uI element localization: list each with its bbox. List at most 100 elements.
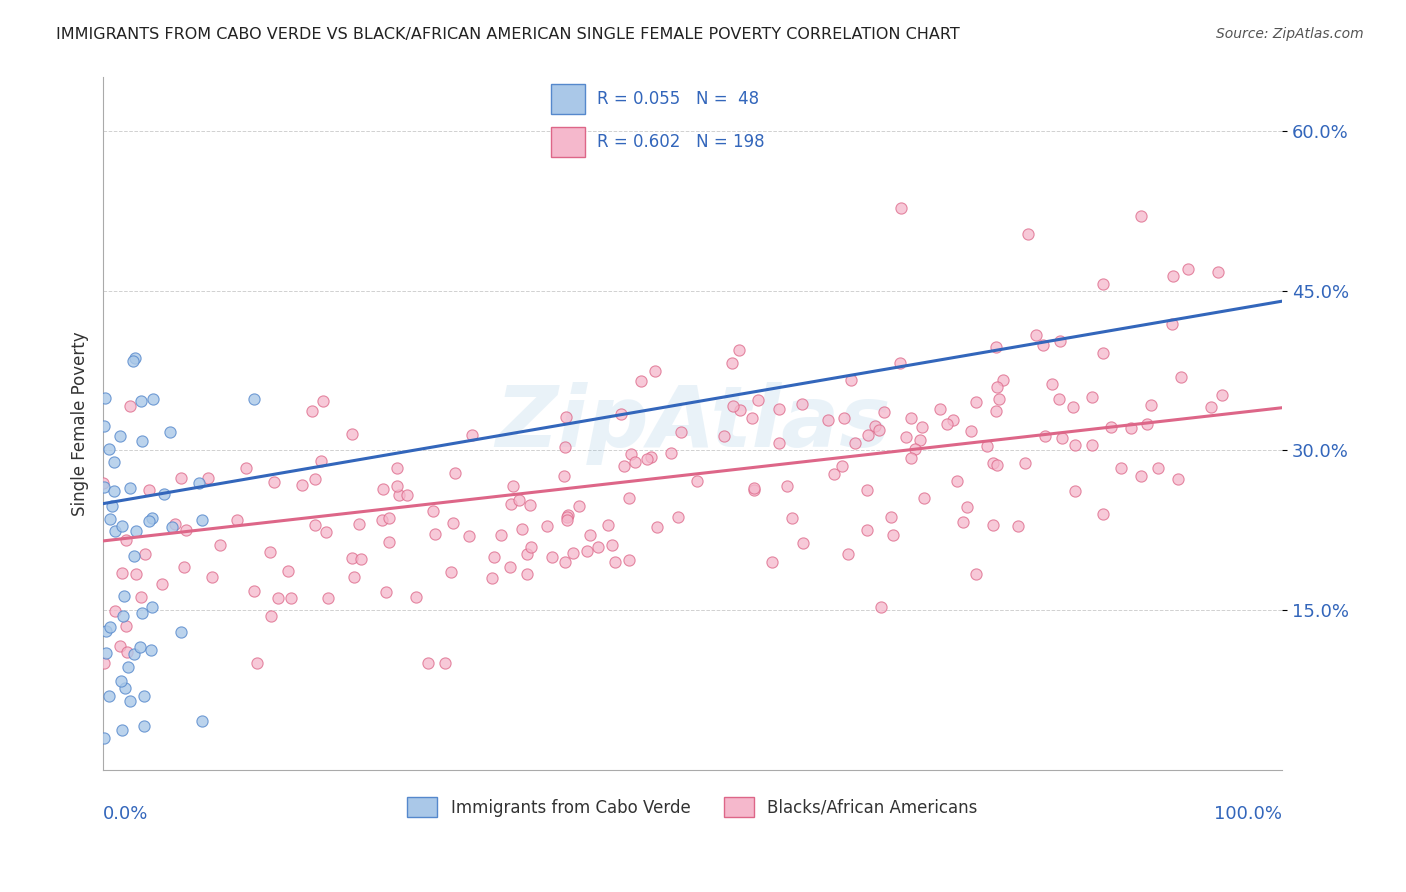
Point	[243, 392, 266, 407]
Point	[900, 411, 922, 425]
Point	[1135, 417, 1157, 431]
Point	[856, 523, 879, 537]
Point	[981, 456, 1004, 470]
Point	[553, 468, 575, 483]
Point	[1081, 390, 1104, 404]
Point	[882, 528, 904, 542]
Point	[904, 442, 927, 456]
Point	[952, 515, 974, 529]
Point	[97, 442, 120, 456]
Point	[776, 479, 799, 493]
Point	[986, 404, 1008, 418]
Y-axis label: Single Female Poverty: Single Female Poverty	[72, 332, 89, 516]
Point	[134, 547, 156, 561]
Point	[98, 690, 121, 704]
Point	[93, 731, 115, 745]
Point	[98, 512, 121, 526]
Point	[117, 645, 139, 659]
Point	[340, 426, 363, 441]
Point	[617, 553, 640, 567]
Point	[603, 555, 626, 569]
Point	[142, 392, 165, 406]
Point	[267, 591, 290, 605]
Point	[557, 508, 579, 522]
Point	[124, 549, 146, 563]
Point	[965, 394, 987, 409]
Point	[942, 413, 965, 427]
Point	[93, 419, 115, 434]
Point	[768, 401, 790, 416]
Point	[277, 565, 299, 579]
Point	[910, 433, 932, 447]
Point	[132, 719, 155, 733]
Point	[644, 364, 666, 378]
Point	[659, 446, 682, 460]
Point	[208, 538, 231, 552]
Point	[246, 657, 269, 671]
Point	[856, 427, 879, 442]
Point	[768, 436, 790, 450]
Point	[190, 513, 212, 527]
Point	[1211, 387, 1233, 401]
Point	[508, 493, 530, 508]
Point	[1167, 472, 1189, 486]
Point	[93, 391, 115, 405]
Point	[965, 567, 987, 582]
Point	[138, 483, 160, 498]
Point	[440, 566, 463, 580]
Point	[1007, 519, 1029, 533]
Point	[125, 524, 148, 538]
Point	[912, 491, 935, 505]
Point	[110, 673, 132, 688]
Point	[612, 458, 634, 473]
Text: ZipAtlas: ZipAtlas	[495, 382, 890, 466]
Point	[579, 528, 602, 542]
Point	[832, 410, 855, 425]
Point	[416, 657, 439, 671]
Point	[201, 570, 224, 584]
Point	[630, 374, 652, 388]
Point	[176, 523, 198, 537]
Point	[617, 491, 640, 505]
Point	[780, 511, 803, 525]
Point	[636, 452, 658, 467]
Point	[554, 440, 576, 454]
Point	[831, 459, 853, 474]
Point	[991, 373, 1014, 387]
Point	[501, 498, 523, 512]
Point	[669, 425, 692, 440]
Point	[170, 471, 193, 485]
Point	[519, 540, 541, 554]
Point	[111, 723, 134, 738]
Point	[610, 407, 633, 421]
Point	[132, 689, 155, 703]
Point	[96, 624, 118, 639]
Point	[713, 429, 735, 443]
Point	[1091, 507, 1114, 521]
Point	[100, 620, 122, 634]
Point	[441, 516, 464, 530]
Point	[956, 500, 979, 514]
Point	[226, 513, 249, 527]
Point	[481, 570, 503, 584]
Legend: Immigrants from Cabo Verde, Blacks/African Americans: Immigrants from Cabo Verde, Blacks/Afric…	[401, 790, 984, 824]
Point	[981, 518, 1004, 533]
Point	[434, 657, 457, 671]
Point	[568, 499, 591, 513]
Point	[935, 417, 957, 432]
Point	[880, 510, 903, 524]
Point	[1161, 317, 1184, 331]
Point	[117, 660, 139, 674]
Point	[385, 479, 408, 493]
Point	[138, 514, 160, 528]
Point	[108, 428, 131, 442]
Point	[108, 639, 131, 653]
Point	[259, 545, 281, 559]
Point	[723, 399, 745, 413]
Point	[686, 474, 709, 488]
Point	[987, 392, 1010, 406]
Point	[600, 538, 623, 552]
Point	[461, 427, 484, 442]
Point	[554, 555, 576, 569]
Point	[1040, 376, 1063, 391]
